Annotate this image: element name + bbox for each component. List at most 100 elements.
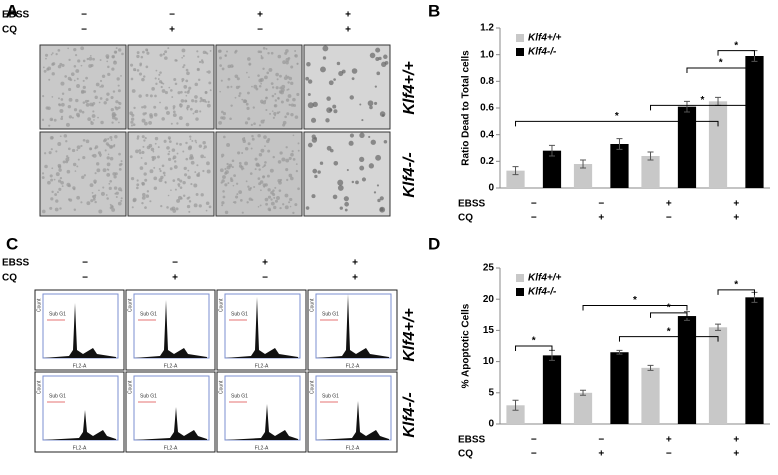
cell [115, 100, 119, 104]
cell [351, 77, 355, 81]
cell [106, 173, 111, 177]
cell [339, 206, 343, 210]
cell [141, 118, 146, 123]
cell [85, 139, 90, 144]
panel-label: D [428, 234, 440, 253]
legend-label: Klf4+/+ [528, 33, 562, 44]
cell [326, 107, 333, 113]
cell [170, 122, 173, 125]
treatment-sign: − [262, 273, 268, 284]
cell [319, 161, 324, 165]
cell [60, 180, 64, 185]
cell [74, 54, 78, 57]
cell [150, 147, 155, 152]
cell [51, 72, 55, 76]
cell [95, 82, 100, 87]
cell [82, 156, 86, 160]
cell [180, 90, 183, 94]
cell [144, 206, 147, 209]
cell [205, 51, 208, 54]
cell [182, 150, 185, 153]
cell [374, 85, 377, 88]
cell [94, 200, 97, 204]
cell [138, 72, 143, 76]
cell [180, 106, 182, 108]
cell [224, 183, 228, 187]
flow-y-label: Count [309, 298, 315, 312]
cell [177, 177, 180, 181]
cell [285, 168, 289, 172]
cell [132, 123, 136, 127]
cell [109, 156, 114, 161]
cell [289, 104, 291, 106]
cell [110, 139, 113, 141]
legend-swatch [516, 48, 524, 56]
cell [76, 114, 80, 118]
cell [196, 174, 199, 177]
cell [226, 162, 229, 166]
cell [172, 179, 176, 182]
cell [153, 186, 158, 190]
cell [248, 62, 252, 66]
cell [326, 145, 332, 151]
y-tick-label: 25 [483, 263, 495, 274]
cell [240, 199, 243, 202]
cell [58, 97, 60, 100]
cell [70, 72, 75, 76]
cell [164, 56, 168, 60]
treatment-sign: − [531, 449, 537, 460]
micrograph [127, 131, 215, 217]
cell [257, 133, 261, 138]
cell [285, 57, 290, 62]
cell [220, 79, 223, 82]
cell [111, 67, 115, 71]
cell [267, 52, 270, 55]
cell [136, 137, 140, 140]
cell [106, 92, 110, 96]
cell [112, 90, 116, 93]
cell [58, 103, 61, 106]
cell [247, 142, 251, 146]
cell [259, 77, 264, 82]
cell [131, 89, 136, 93]
cell [54, 193, 58, 196]
cell [146, 190, 150, 193]
treatment-label: CQ [2, 273, 17, 284]
cell [135, 149, 139, 154]
cell [222, 116, 226, 120]
cell [43, 69, 47, 73]
cell [164, 50, 168, 54]
cell [140, 157, 143, 159]
cell [142, 192, 146, 197]
cell [182, 54, 185, 57]
gate-label: Sub G1 [231, 393, 248, 399]
cell [171, 148, 176, 152]
bar [573, 392, 593, 424]
cell [291, 150, 294, 153]
cell [196, 164, 199, 167]
cell [92, 153, 97, 158]
cell [154, 136, 159, 141]
cell [369, 105, 373, 110]
cell [273, 103, 278, 108]
cell [222, 195, 226, 199]
bar [677, 106, 697, 188]
cell [259, 189, 262, 192]
significance-bracket [717, 50, 755, 56]
cell [90, 121, 94, 126]
cell [65, 157, 70, 162]
cell [369, 52, 376, 59]
cell [67, 184, 71, 188]
cell [102, 186, 105, 189]
flow-y-label: Count [309, 380, 315, 394]
cell [251, 134, 254, 138]
cell [241, 98, 244, 101]
cell [383, 54, 388, 60]
cell [107, 72, 111, 76]
cell [375, 57, 380, 61]
cell [240, 165, 244, 170]
bar [641, 156, 660, 188]
cell [290, 112, 294, 117]
cell [183, 64, 186, 67]
cell [226, 142, 231, 147]
